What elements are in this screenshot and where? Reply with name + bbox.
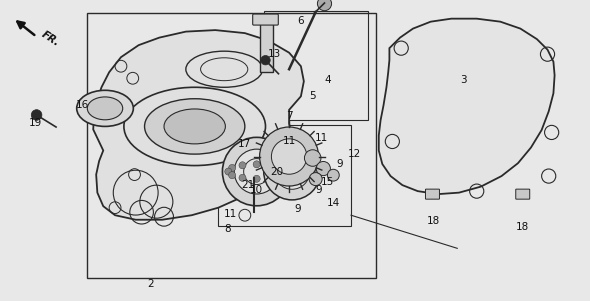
Text: 19: 19 (29, 118, 42, 129)
Bar (264, 11, 368, 120)
FancyBboxPatch shape (425, 189, 440, 199)
Circle shape (239, 162, 246, 169)
Circle shape (267, 174, 274, 182)
Text: 2: 2 (147, 279, 154, 290)
Text: 4: 4 (324, 75, 331, 85)
Text: FR.: FR. (40, 30, 62, 48)
Circle shape (228, 172, 235, 179)
Text: 7: 7 (286, 111, 293, 121)
Polygon shape (93, 30, 304, 220)
Text: 13: 13 (268, 49, 281, 59)
Circle shape (327, 169, 339, 181)
Text: 10: 10 (250, 185, 263, 195)
Ellipse shape (87, 97, 123, 120)
Text: 11: 11 (315, 133, 328, 144)
Circle shape (253, 161, 260, 168)
Bar (87, 13, 376, 278)
Polygon shape (379, 19, 555, 194)
Bar (260, 21, 273, 72)
Circle shape (267, 162, 274, 169)
FancyBboxPatch shape (516, 189, 530, 199)
Circle shape (225, 168, 232, 175)
Circle shape (274, 154, 310, 189)
Circle shape (267, 171, 273, 176)
Circle shape (228, 164, 235, 172)
Circle shape (261, 55, 270, 65)
Text: 9: 9 (294, 204, 301, 214)
Text: 20: 20 (271, 166, 284, 177)
Circle shape (277, 163, 283, 169)
Text: 6: 6 (297, 16, 304, 26)
Circle shape (222, 137, 291, 206)
Circle shape (307, 165, 313, 171)
Circle shape (260, 127, 319, 186)
Text: 12: 12 (348, 148, 360, 159)
Circle shape (304, 150, 321, 166)
Ellipse shape (164, 109, 225, 144)
Text: 21: 21 (241, 180, 254, 190)
Text: 18: 18 (516, 222, 529, 232)
Circle shape (317, 0, 332, 11)
Circle shape (31, 110, 42, 120)
Text: 11: 11 (283, 136, 296, 147)
Text: 18: 18 (427, 216, 440, 226)
Circle shape (277, 174, 283, 180)
Text: 14: 14 (327, 198, 340, 208)
Circle shape (267, 167, 273, 172)
Bar (218, 125, 351, 226)
Text: 9: 9 (336, 159, 343, 169)
Text: 8: 8 (224, 224, 231, 234)
Circle shape (253, 175, 260, 182)
Circle shape (281, 168, 289, 175)
Circle shape (293, 163, 299, 169)
Text: 15: 15 (321, 177, 334, 187)
Circle shape (309, 172, 322, 186)
Circle shape (293, 174, 299, 180)
Text: 16: 16 (76, 100, 89, 110)
Text: 11: 11 (224, 209, 237, 219)
Circle shape (312, 169, 318, 175)
Circle shape (271, 139, 307, 174)
Circle shape (264, 143, 320, 200)
Text: 3: 3 (460, 75, 467, 85)
Circle shape (239, 174, 246, 182)
Ellipse shape (145, 99, 245, 154)
Circle shape (278, 164, 285, 172)
Text: 9: 9 (315, 185, 322, 195)
FancyBboxPatch shape (253, 14, 278, 25)
Circle shape (307, 172, 313, 178)
Circle shape (316, 161, 330, 176)
Circle shape (234, 149, 279, 194)
Circle shape (278, 172, 285, 179)
Ellipse shape (77, 90, 133, 126)
Text: 17: 17 (238, 139, 251, 150)
Text: 5: 5 (309, 91, 316, 101)
